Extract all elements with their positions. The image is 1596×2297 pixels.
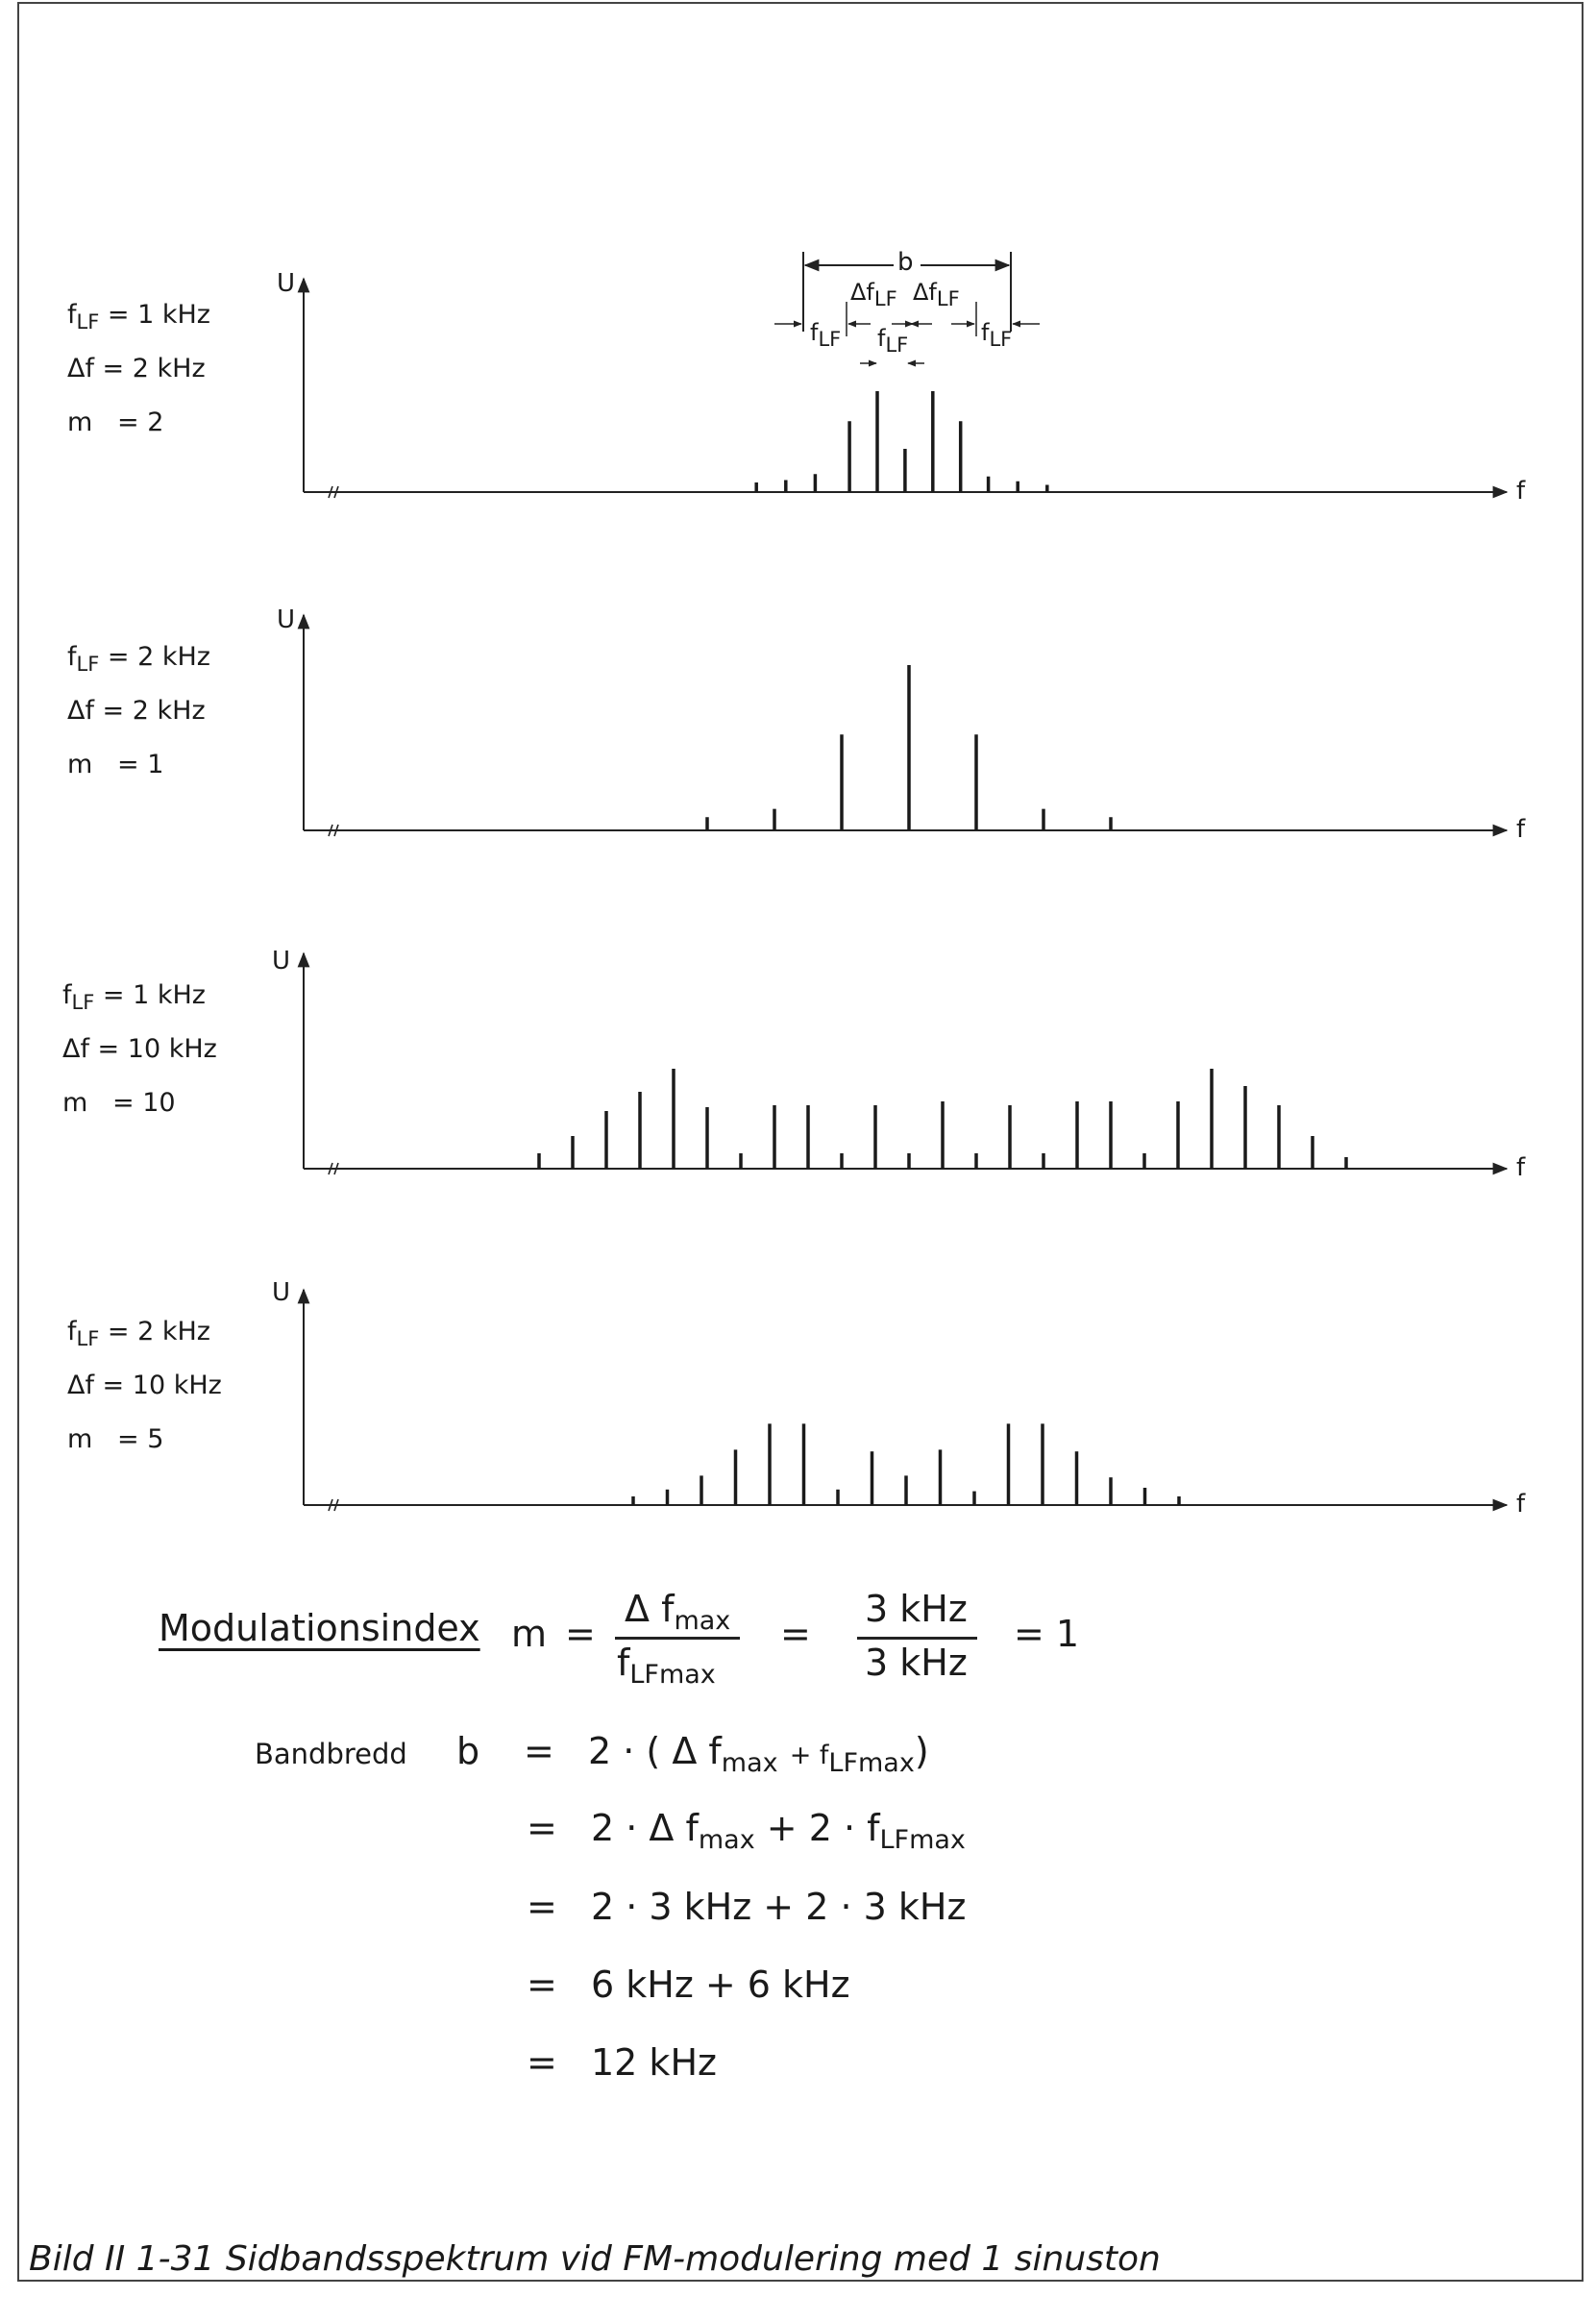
fraction-bar-2	[857, 1637, 977, 1640]
bandwidth-line-5: 12 kHz	[591, 2041, 717, 2084]
annotation-delta-f-lf-left: ΔfLF	[850, 279, 897, 310]
annotation-delta-f-lf-right: ΔfLF	[913, 279, 960, 310]
u-axis-label: U	[272, 947, 291, 976]
bandwidth-eq-2: =	[527, 1807, 557, 1849]
f-axis-label: f	[1516, 477, 1526, 506]
axis-break-mark	[328, 1162, 339, 1175]
param-m: m = 2	[67, 408, 164, 437]
f-axis-label: f	[1516, 1490, 1526, 1519]
modulation-num-value: 3 kHz	[865, 1588, 968, 1630]
param-delta-f: Δf = 2 kHz	[67, 354, 206, 383]
page-frame	[17, 2, 1584, 2282]
param-delta-f: Δf = 10 kHz	[67, 1371, 222, 1400]
annotation-b: b	[897, 248, 914, 277]
bandwidth-line-1: 2 · ( Δ fmax + fLFmax)	[588, 1730, 929, 1778]
param-m: m = 1	[67, 750, 164, 779]
axis-break-mark	[328, 1498, 339, 1512]
param-f-lf: fLF = 2 kHz	[67, 642, 210, 676]
bandwidth-line-3: 2 · 3 kHz + 2 · 3 kHz	[591, 1886, 967, 1928]
param-f-lf: fLF = 1 kHz	[67, 300, 210, 333]
modulation-m: m	[511, 1613, 548, 1655]
param-delta-f: Δf = 2 kHz	[67, 696, 206, 726]
annotation-f-lf-left: fLF	[810, 319, 842, 351]
bandwidth-label: Bandbredd	[255, 1738, 407, 1770]
u-axis-label: U	[277, 269, 296, 298]
modulation-eq-2: =	[780, 1613, 811, 1655]
modulation-denominator: fLFmax	[617, 1642, 716, 1690]
bandwidth-eq-5: =	[527, 2041, 557, 2084]
u-axis-label: U	[272, 1278, 291, 1307]
modulation-eq-1: =	[565, 1613, 596, 1655]
bandwidth-eq-1: =	[524, 1730, 554, 1772]
bandwidth-annotation	[774, 252, 1040, 367]
f-axis-label: f	[1516, 1153, 1526, 1182]
bandwidth-eq-3: =	[527, 1886, 557, 1928]
param-f-lf: fLF = 2 kHz	[67, 1317, 210, 1350]
bandwidth-b: b	[456, 1730, 480, 1772]
fraction-bar-1	[615, 1637, 740, 1640]
axis-break-mark	[328, 824, 339, 837]
annotation-f-lf-right: fLF	[981, 319, 1013, 351]
bandwidth-line-4: 6 kHz + 6 kHz	[591, 1964, 850, 2006]
modulation-index-title: Modulationsindex	[159, 1607, 480, 1649]
bandwidth-eq-4: =	[527, 1964, 557, 2006]
annotation-f-lf-center: fLF	[877, 325, 909, 357]
param-delta-f: Δf = 10 kHz	[62, 1034, 217, 1064]
modulation-result: = 1	[1014, 1613, 1080, 1655]
param-m: m = 10	[62, 1088, 176, 1118]
u-axis-label: U	[277, 605, 296, 634]
param-m: m = 5	[67, 1424, 164, 1454]
modulation-den-value: 3 kHz	[865, 1642, 968, 1684]
bandwidth-line-2: 2 · Δ fmax + 2 · fLFmax	[591, 1807, 966, 1855]
param-f-lf: fLF = 1 kHz	[62, 980, 206, 1014]
figure-caption: Bild II 1-31 Sidbandsspektrum vid FM-mod…	[29, 2239, 1161, 2279]
axis-break-mark	[328, 485, 339, 499]
modulation-numerator: Δ fmax	[625, 1588, 731, 1636]
f-axis-label: f	[1516, 815, 1526, 844]
